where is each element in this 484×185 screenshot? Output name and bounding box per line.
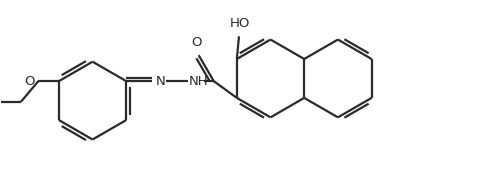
Text: O: O	[24, 75, 34, 88]
Text: NH: NH	[189, 75, 208, 88]
Text: N: N	[155, 75, 165, 88]
Text: HO: HO	[229, 17, 249, 30]
Text: O: O	[191, 36, 201, 49]
